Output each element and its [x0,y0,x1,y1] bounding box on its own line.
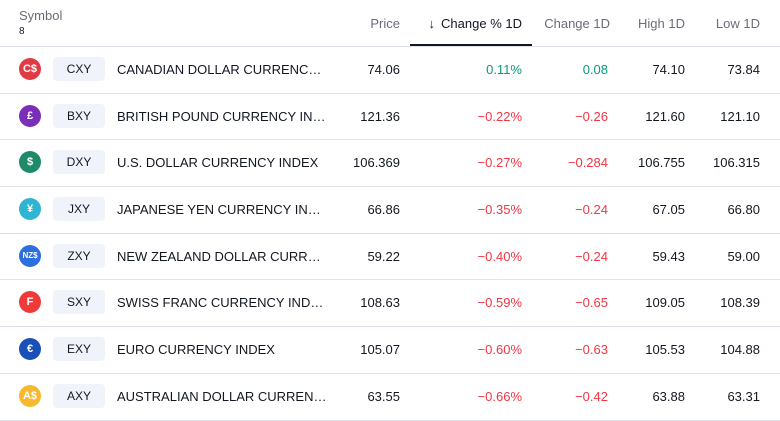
ticker-badge[interactable]: DXY [53,150,105,175]
ticker-badge[interactable]: JXY [53,197,105,222]
currency-logo-icon: $ [19,151,41,174]
change-value: −0.65 [575,295,608,311]
change-pct-value: −0.59% [477,295,522,311]
symbol-name[interactable]: EURO CURRENCY INDEX [117,342,275,358]
table-row[interactable]: F SXY SWISS FRANC CURRENCY INDEX 108.63 … [0,280,780,328]
table-row[interactable]: ¥ JXY JAPANESE YEN CURRENCY INDEX 66.86 … [0,187,780,234]
low-value: 108.39 [720,295,760,311]
table-body: C$ CXY CANADIAN DOLLAR CURRENCY IN… 74.0… [0,47,780,421]
high-value: 67.05 [652,202,685,218]
change-pct-value: 0.11% [486,62,522,77]
table-row[interactable]: A$ AXY AUSTRALIAN DOLLAR CURRENCY I… 63.… [0,374,780,421]
change-value: −0.24 [575,248,608,264]
symbol-name[interactable]: SWISS FRANC CURRENCY INDEX [117,295,327,311]
high-value: 106.755 [638,155,685,171]
change-pct-value: −0.40% [477,248,522,264]
change-pct-value: −0.66% [477,388,522,404]
change-pct-value: −0.60% [477,342,522,358]
symbol-name[interactable]: JAPANESE YEN CURRENCY INDEX [117,202,327,218]
price-value: 106.369 [353,155,400,171]
change-value: −0.24 [575,202,608,218]
currency-logo-icon: £ [19,104,41,127]
ticker-badge[interactable]: BXY [53,103,105,128]
change-pct-header-label: Change % 1D [441,16,522,31]
symbol-name[interactable]: NEW ZEALAND DOLLAR CURRENC… [117,248,327,264]
ticker-badge[interactable]: SXY [53,290,105,315]
change-value: −0.42 [575,388,608,404]
high-header-label: High 1D [638,16,685,31]
low-column-header[interactable]: Low 1D [690,0,760,46]
change-pct-column-header[interactable]: ↓ Change % 1D [410,0,532,46]
currency-logo-icon: NZ$ [19,244,41,267]
price-value: 105.07 [360,342,400,358]
change-header-label: Change 1D [544,16,610,31]
high-value: 59.43 [652,248,685,264]
high-value: 121.60 [645,108,685,124]
currency-logo-icon: F [19,291,41,314]
table-row[interactable]: € EXY EURO CURRENCY INDEX 105.07 −0.60% … [0,327,780,374]
low-value: 66.80 [727,202,760,218]
change-value: −0.63 [575,342,608,358]
symbol-column-header[interactable]: Symbol 8 [19,0,169,46]
change-column-header[interactable]: Change 1D [540,0,610,46]
symbol-name[interactable]: U.S. DOLLAR CURRENCY INDEX [117,155,319,171]
table-header: Symbol 8 Price ↓ Change % 1D Change 1D Hi… [0,0,780,47]
currency-logo-icon: C$ [19,58,41,80]
price-header-label: Price [370,16,400,31]
table-row[interactable]: £ BXY BRITISH POUND CURRENCY INDEX 121.3… [0,94,780,141]
price-value: 66.86 [367,202,400,218]
price-column-header[interactable]: Price [330,0,400,46]
currency-logo-icon: ¥ [19,198,41,221]
change-pct-value: −0.35% [477,202,522,218]
low-value: 63.31 [727,388,760,404]
change-pct-value: −0.22% [477,108,522,124]
change-value: −0.26 [575,108,608,124]
symbol-name[interactable]: BRITISH POUND CURRENCY INDEX [117,108,327,124]
ticker-badge[interactable]: EXY [53,337,105,362]
low-value: 73.84 [727,62,760,77]
ticker-badge[interactable]: AXY [53,383,105,408]
currency-logo-icon: A$ [19,384,41,407]
high-value: 109.05 [645,295,685,311]
table-row[interactable]: $ DXY U.S. DOLLAR CURRENCY INDEX 106.369… [0,140,780,188]
symbol-name[interactable]: CANADIAN DOLLAR CURRENCY IN… [117,62,327,77]
high-value: 63.88 [652,388,685,404]
symbol-header-label: Symbol [19,8,63,23]
low-value: 106.315 [713,155,760,171]
high-value: 105.53 [645,342,685,358]
low-value: 104.88 [720,342,760,358]
symbol-name[interactable]: AUSTRALIAN DOLLAR CURRENCY I… [117,388,327,404]
price-value: 108.63 [360,295,400,311]
sort-down-arrow-icon: ↓ [428,16,436,31]
price-value: 63.55 [367,388,400,404]
ticker-badge[interactable]: CXY [53,57,105,81]
table-row[interactable]: C$ CXY CANADIAN DOLLAR CURRENCY IN… 74.0… [0,47,780,94]
currency-logo-icon: € [19,338,41,361]
price-value: 121.36 [360,108,400,124]
low-value: 121.10 [720,108,760,124]
low-value: 59.00 [727,248,760,264]
change-pct-value: −0.27% [477,155,522,171]
high-value: 74.10 [652,62,685,77]
symbol-count: 8 [19,26,25,37]
price-value: 74.06 [367,62,400,77]
table-row[interactable]: NZ$ ZXY NEW ZEALAND DOLLAR CURRENC… 59.2… [0,234,780,281]
price-value: 59.22 [367,248,400,264]
change-value: 0.08 [582,62,608,77]
high-column-header[interactable]: High 1D [610,0,685,46]
ticker-badge[interactable]: ZXY [53,243,105,268]
low-header-label: Low 1D [715,16,760,31]
change-value: −0.284 [567,155,608,171]
